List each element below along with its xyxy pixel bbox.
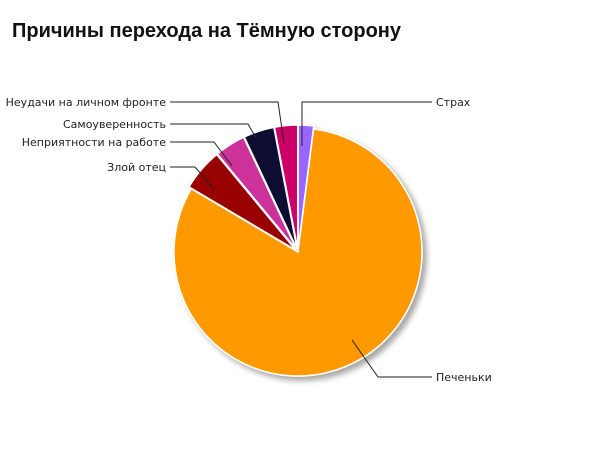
slice-label: Печеньки (436, 371, 492, 384)
leader-line (351, 339, 432, 378)
pie-slice (187, 153, 297, 251)
leader-line (301, 101, 432, 146)
pie-slice (173, 128, 423, 377)
pie-slice (273, 124, 299, 250)
slice-label: Злой отец (107, 161, 166, 174)
leader-line (170, 123, 257, 139)
leader-line (170, 166, 216, 191)
slice-label: Неприятности на работе (22, 136, 166, 149)
leader-line (170, 101, 285, 144)
chart-title: Причины перехода на Тёмную сторону (12, 20, 401, 42)
slice-label: Неудачи на личном фронте (6, 96, 167, 109)
leader-line (170, 141, 233, 167)
pie-slice (216, 136, 298, 250)
slice-label: Страх (436, 96, 471, 109)
slice-label: Самоуверенность (63, 118, 166, 131)
